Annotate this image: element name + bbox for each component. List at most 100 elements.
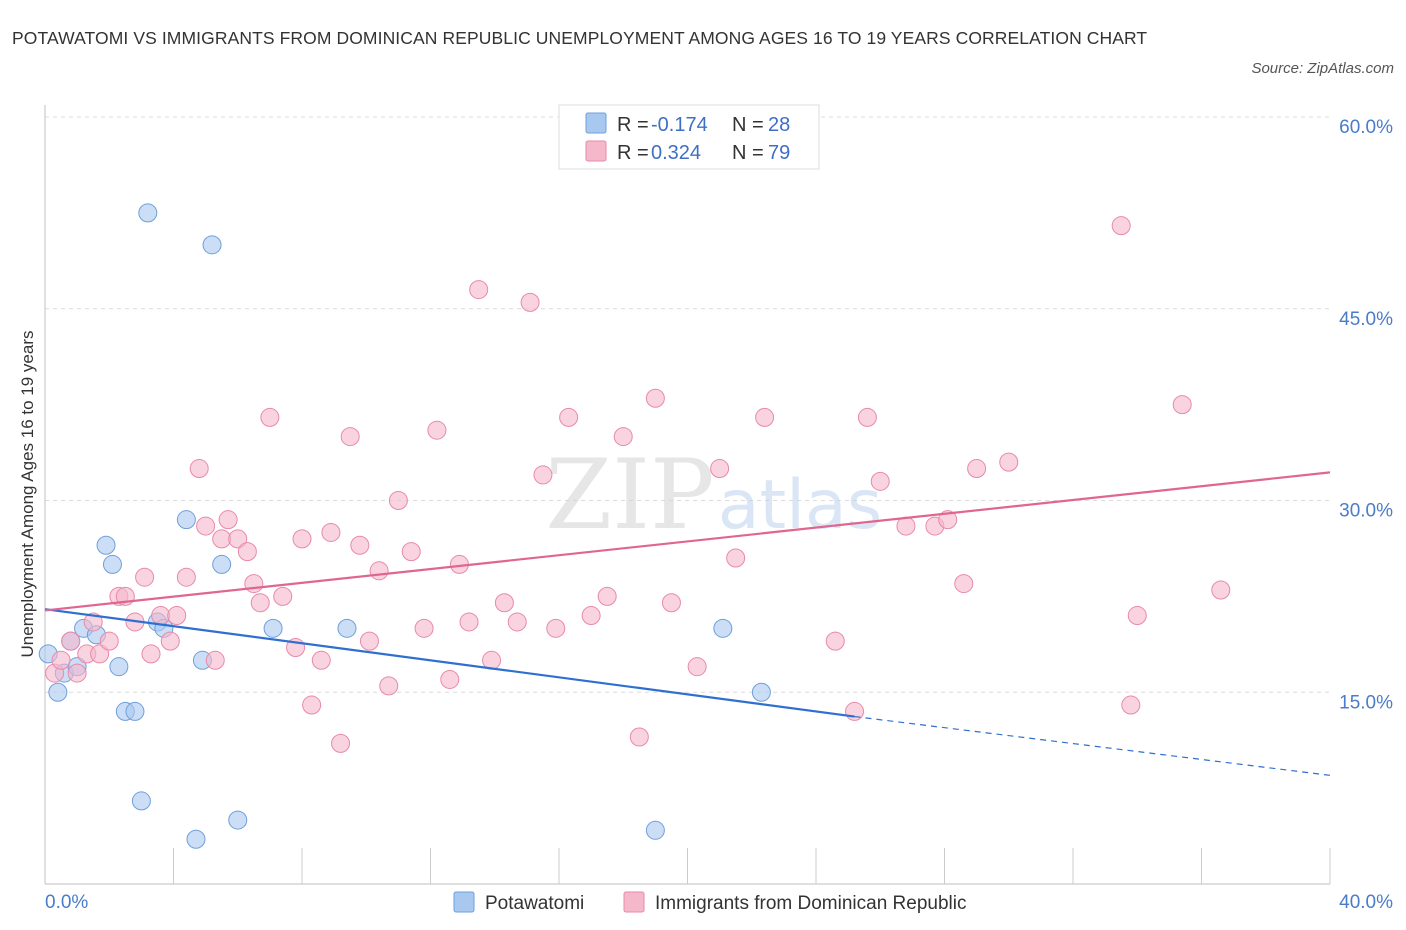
dominican-point — [176, 567, 196, 587]
dominican-point — [427, 420, 447, 440]
potawatomi-trend-extension — [854, 715, 1331, 776]
dominican-point — [205, 650, 225, 670]
legend-r-value: 0.324 — [651, 142, 701, 164]
y-tick-label: 45.0% — [1339, 309, 1393, 330]
dominican-point — [302, 695, 322, 715]
bottom-legend-swatch — [623, 891, 645, 913]
dominican-point — [597, 586, 617, 606]
dominican-point — [61, 631, 81, 651]
potawatomi-trend-line — [44, 608, 855, 718]
dominican-point — [90, 644, 110, 664]
dominican-point — [661, 593, 681, 613]
watermark-atlas: atlas — [718, 466, 882, 545]
dominican-point — [321, 522, 341, 542]
potawatomi-point — [102, 554, 122, 574]
dominican-point — [954, 574, 974, 594]
dominican-point — [260, 407, 280, 427]
dominican-point — [629, 727, 649, 747]
dominican-point — [167, 606, 187, 626]
dominican-point — [99, 631, 119, 651]
legend-top: R = -0.174 N = 28 R = 0.324 N = 79 — [558, 104, 820, 170]
dominican-point — [726, 548, 746, 568]
dominican-point — [237, 542, 257, 562]
potawatomi-point — [202, 235, 222, 255]
potawatomi-point — [109, 657, 129, 677]
dominican-point — [67, 663, 87, 683]
legend-r-label: R = — [617, 142, 649, 164]
y-axis-title: Unemployment Among Ages 16 to 19 years — [18, 331, 37, 658]
potawatomi-point — [263, 618, 283, 638]
dominican-point — [196, 516, 216, 536]
dominican-point — [469, 280, 489, 300]
dominican-point — [369, 561, 389, 581]
bottom-legend-label: Potawatomi — [485, 893, 584, 914]
potawatomi-point — [645, 820, 665, 840]
dominican-point — [401, 542, 421, 562]
legend-r-value: -0.174 — [651, 114, 708, 136]
dominican-point — [141, 644, 161, 664]
dominican-point — [520, 292, 540, 312]
bottom-legend-label: Immigrants from Dominican Republic — [655, 893, 967, 914]
y-tick-label: 30.0% — [1339, 501, 1393, 522]
potawatomi-point — [138, 203, 158, 223]
dominican-point — [250, 593, 270, 613]
potawatomi-point — [228, 810, 248, 830]
dominican-point — [999, 452, 1019, 472]
grid-lines — [45, 116, 1330, 693]
watermark-zip: ZIP — [545, 439, 714, 551]
potawatomi-point — [713, 618, 733, 638]
axes — [44, 105, 1331, 885]
dominican-point — [645, 388, 665, 408]
dominican-point — [379, 676, 399, 696]
dominican-point — [292, 529, 312, 549]
dominican-point — [218, 510, 238, 530]
bottom-legend-swatch — [453, 891, 475, 913]
dominican-point — [870, 471, 890, 491]
dominican-point — [212, 529, 232, 549]
legend-n-value: 79 — [768, 142, 790, 164]
dominican-point — [546, 618, 566, 638]
legend-n-value: 28 — [768, 114, 790, 136]
dominican-point — [414, 618, 434, 638]
data-points — [38, 203, 1231, 849]
potawatomi-point — [751, 682, 771, 702]
dominican-point — [388, 491, 408, 510]
potawatomi-point — [337, 618, 357, 638]
chart-title: POTAWATOMI VS IMMIGRANTS FROM DOMINICAN … — [12, 28, 1148, 48]
dominican-point — [83, 612, 103, 632]
dominican-point — [228, 529, 248, 549]
dominican-point — [273, 586, 293, 606]
y-tick-label: 60.0% — [1339, 117, 1393, 138]
dominican-point — [825, 631, 845, 651]
dominican-point — [1172, 395, 1192, 415]
potawatomi-point — [176, 510, 196, 530]
dominican-point — [440, 669, 460, 689]
potawatomi-point — [125, 701, 145, 721]
dominican-point — [938, 510, 958, 530]
dominican-point — [331, 733, 351, 753]
watermark: ZIP atlas — [545, 439, 882, 551]
legend-swatch — [585, 112, 607, 134]
potawatomi-point — [48, 682, 68, 702]
y-tick-label: 15.0% — [1339, 692, 1393, 713]
legend-bottom: Potawatomi Immigrants from Dominican Repu… — [453, 891, 967, 914]
trend-lines — [44, 471, 1331, 776]
dominican-point — [845, 701, 865, 721]
dominican-point — [755, 407, 775, 427]
legend-r-label: R = — [617, 114, 649, 136]
dominican-point — [459, 612, 479, 632]
dominican-point — [350, 535, 370, 555]
dominican-point — [359, 631, 379, 651]
dominican-point — [896, 516, 916, 536]
dominican-point — [687, 657, 707, 677]
potawatomi-point — [96, 535, 116, 555]
dominican-point — [244, 574, 264, 594]
dominican-trend-line — [44, 471, 1331, 612]
dominican-point — [1121, 695, 1141, 715]
dominican-point — [613, 427, 633, 447]
dominican-point — [559, 407, 579, 427]
legend-n-label: N = — [732, 114, 764, 136]
dominican-point — [340, 427, 360, 447]
dominican-point — [51, 650, 71, 670]
